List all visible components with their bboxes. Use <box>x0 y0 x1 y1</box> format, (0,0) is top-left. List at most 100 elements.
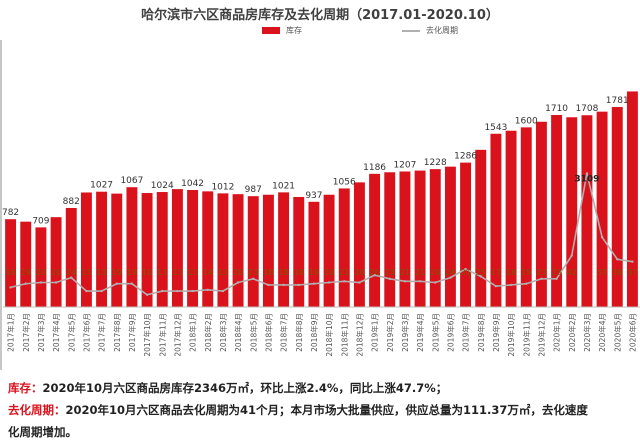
x-tick-label: 2017年4月 <box>51 313 61 352</box>
line-value-label: 57 <box>597 268 607 277</box>
x-tick-label: 2018年3月 <box>218 313 228 352</box>
x-tick-label: 2017年11月 <box>157 313 167 357</box>
line-value-label: 3109 <box>574 174 599 184</box>
bar-value-label: 1781 <box>606 96 629 106</box>
bar-value-label: 1710 <box>545 104 568 114</box>
line-value-label: 39 <box>612 268 622 277</box>
bar <box>278 192 290 307</box>
bar-value-label: 1067 <box>120 176 143 186</box>
legend-item-cycle: 去化周期 <box>402 25 458 36</box>
line-point <box>373 273 376 277</box>
bar <box>141 193 153 307</box>
bar <box>20 221 32 307</box>
x-tick-label: 2019年8月 <box>476 313 486 352</box>
x-tick-label: 2020年3月 <box>582 313 592 352</box>
line-point <box>540 277 543 281</box>
bar <box>171 189 183 307</box>
line-value-label: 31 <box>460 268 470 277</box>
line-value-label: 14 <box>203 268 213 277</box>
line-point <box>509 283 513 287</box>
bar-value-label: 1286 <box>454 152 477 162</box>
bar-value-label: 1708 <box>575 104 598 114</box>
x-tick-label: 2019年4月 <box>415 313 425 352</box>
x-tick-label: 2020年2月 <box>567 313 577 352</box>
line-point <box>236 281 240 284</box>
x-tick-label: 2020年5月 <box>612 313 622 352</box>
x-tick-label: 2019年12月 <box>536 313 546 357</box>
x-tick-label: 2019年2月 <box>385 313 395 352</box>
line-value-label: 20 <box>354 268 364 277</box>
legend-label-inventory: 库存 <box>286 26 302 35</box>
x-tick-label: 2018年4月 <box>233 313 243 352</box>
bar <box>96 191 108 307</box>
note-inventory: 库存：2020年10月六区商品房库存2346万㎡，环比上涨2.4%，同比上涨47… <box>8 377 638 399</box>
x-tick-label: 2020年6月 <box>627 313 637 352</box>
bar-value-label: 1042 <box>181 179 204 189</box>
x-tick-label: 2019年1月 <box>370 313 380 352</box>
line-value-label: 18 <box>506 268 516 277</box>
bar-value-label: 1600 <box>515 116 538 126</box>
bar-value-label: 1207 <box>393 160 416 170</box>
bar <box>581 115 593 308</box>
line-series <box>10 173 633 296</box>
bar <box>126 187 138 307</box>
line-value-label: 18 <box>263 268 273 277</box>
line-point <box>24 282 27 285</box>
line-value-label: 13 <box>172 268 182 277</box>
legend-item-inventory: 库存 <box>262 25 302 36</box>
line-value-label: 20 <box>233 268 243 277</box>
line-point <box>161 289 164 293</box>
x-tick-label: 2017年9月 <box>127 313 137 352</box>
x-tick-label: 2019年6月 <box>445 313 455 352</box>
legend-label-cycle: 去化周期 <box>426 26 458 35</box>
note-cycle-text: 2020年10月六区商品去化周期为41个月；本月市场大批量供应，供应总量为111… <box>65 403 588 417</box>
line-value-label: 20 <box>36 268 46 277</box>
bar-value-label: 1027 <box>90 181 113 191</box>
line-value-label: 42 <box>567 268 577 277</box>
chart-left-border <box>0 40 2 370</box>
line-point <box>418 280 422 283</box>
line-value-label: 23 <box>551 268 561 277</box>
line-value-label: 13 <box>81 268 91 277</box>
line-point <box>327 281 331 284</box>
note-cycle-continued: 化周期增加。 <box>8 421 638 443</box>
bar-value-label: 1024 <box>151 181 174 191</box>
bar <box>414 170 426 307</box>
x-tick-label: 2019年10月 <box>506 313 516 357</box>
line-point <box>403 280 407 283</box>
bar-value-label: 782 <box>2 208 19 218</box>
line-point <box>570 254 573 257</box>
line-value-label: 24 <box>445 268 455 277</box>
line-point <box>54 281 58 284</box>
bar <box>475 149 487 307</box>
line-point <box>206 288 209 292</box>
bar <box>490 133 502 307</box>
line-point <box>70 276 73 279</box>
bar <box>65 207 77 307</box>
bar-value-label: 1056 <box>333 177 356 187</box>
line-point <box>388 277 391 281</box>
bar <box>551 115 563 307</box>
bar <box>505 130 517 307</box>
line-point <box>115 282 118 285</box>
line-point <box>100 289 103 293</box>
bar <box>535 121 547 307</box>
chart-legend: 库存 去化周期 <box>0 25 640 39</box>
bar-value-label: 1012 <box>211 182 234 192</box>
line-point <box>449 276 452 279</box>
line-value-label: 10 <box>142 268 152 277</box>
line-point <box>282 283 285 287</box>
line-point <box>479 275 482 278</box>
x-tick-label: 2017年1月 <box>6 313 16 352</box>
line-point <box>631 260 634 263</box>
x-tick-label: 2018年5月 <box>248 313 258 352</box>
line-value-label: 13 <box>218 268 228 277</box>
bar <box>596 111 608 308</box>
bar <box>35 227 47 307</box>
line-value-label: 21 <box>400 268 410 277</box>
bar <box>611 107 623 307</box>
line-value-label: 18 <box>294 268 304 277</box>
chart-notes: 库存：2020年10月六区商品房库存2346万㎡，环比上涨2.4%，同比上涨47… <box>8 377 638 443</box>
line-value-label: 13 <box>187 268 197 277</box>
